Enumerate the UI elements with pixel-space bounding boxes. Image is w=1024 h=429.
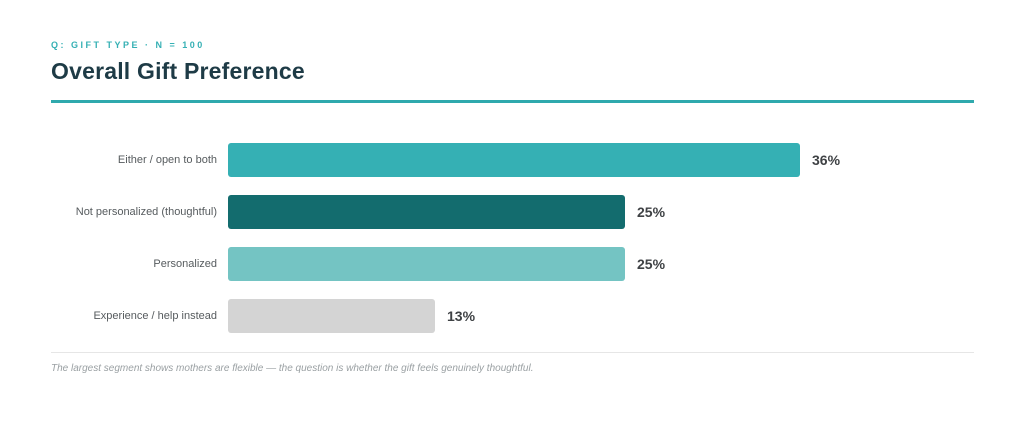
bar-row: Personalized 25% (51, 247, 974, 281)
footer-note: The largest segment shows mothers are fl… (51, 363, 534, 374)
category-label: Not personalized (thoughtful) (75, 206, 217, 218)
value-label: 13% (447, 308, 476, 324)
bar-chart: Either / open to both 36% Not personalized… (51, 143, 974, 333)
footer-divider (51, 352, 974, 353)
bar-row: Not personalized (thoughtful) 25% (51, 195, 974, 229)
accent-divider (51, 100, 974, 103)
value-label: 25% (637, 256, 666, 272)
category-label: Personalized (153, 258, 217, 270)
bar (228, 299, 435, 333)
question-eyebrow: Q: GIFT TYPE · N = 100 (51, 40, 205, 50)
value-label: 25% (637, 204, 666, 220)
bar-row: Experience / help instead 13% (51, 299, 974, 333)
bar-row: Either / open to both 36% (51, 143, 974, 177)
bar (228, 195, 625, 229)
value-label: 36% (812, 152, 841, 168)
bar (228, 143, 800, 177)
category-label: Experience / help instead (93, 310, 217, 322)
bar (228, 247, 625, 281)
category-label: Either / open to both (117, 154, 217, 166)
page-title: Overall Gift Preference (51, 58, 305, 84)
